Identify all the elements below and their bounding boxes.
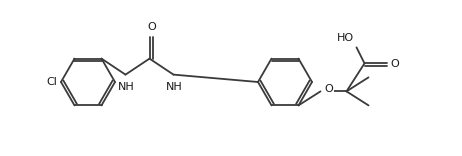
Text: Cl: Cl <box>46 77 57 87</box>
Text: O: O <box>147 22 156 32</box>
Text: O: O <box>324 84 333 94</box>
Text: HO: HO <box>337 33 354 43</box>
Text: NH: NH <box>166 82 183 92</box>
Text: O: O <box>390 59 399 69</box>
Text: NH: NH <box>118 82 135 92</box>
